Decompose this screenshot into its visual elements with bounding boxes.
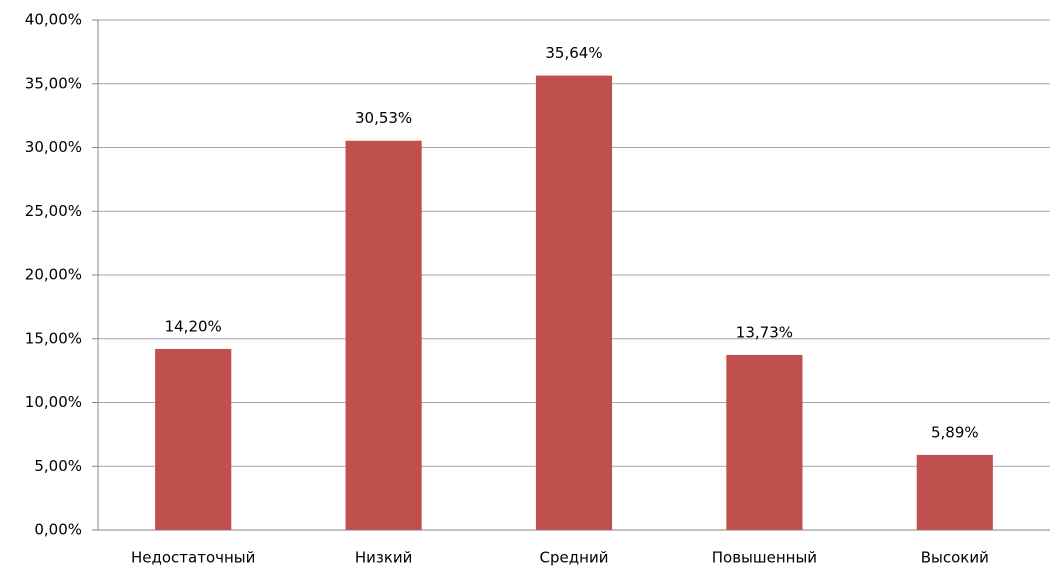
y-tick-label: 0,00% <box>34 521 82 539</box>
x-tick-label: Повышенный <box>712 549 817 567</box>
data-label: 14,20% <box>165 317 222 335</box>
bar <box>916 454 993 530</box>
y-tick-label: 35,00% <box>25 74 82 92</box>
data-label: 5,89% <box>931 423 979 441</box>
y-tick-label: 30,00% <box>25 138 82 156</box>
y-tick-label: 20,00% <box>25 266 82 284</box>
x-tick-label: Высокий <box>921 549 989 567</box>
data-label: 13,73% <box>736 323 793 341</box>
y-tick-label: 5,00% <box>34 457 82 475</box>
bar <box>345 140 422 530</box>
y-tick-label: 10,00% <box>25 393 82 411</box>
x-tick-label: Средний <box>540 549 609 567</box>
y-tick-label: 25,00% <box>25 202 82 220</box>
y-tick-label: 40,00% <box>25 11 82 29</box>
y-tick-label: 15,00% <box>25 329 82 347</box>
x-tick-label: Недостаточный <box>131 549 255 567</box>
bar <box>726 354 803 530</box>
bar <box>155 348 232 530</box>
bar <box>535 75 613 530</box>
x-tick-label: Низкий <box>355 549 413 567</box>
data-label: 30,53% <box>355 109 412 127</box>
data-label: 35,64% <box>545 44 602 62</box>
